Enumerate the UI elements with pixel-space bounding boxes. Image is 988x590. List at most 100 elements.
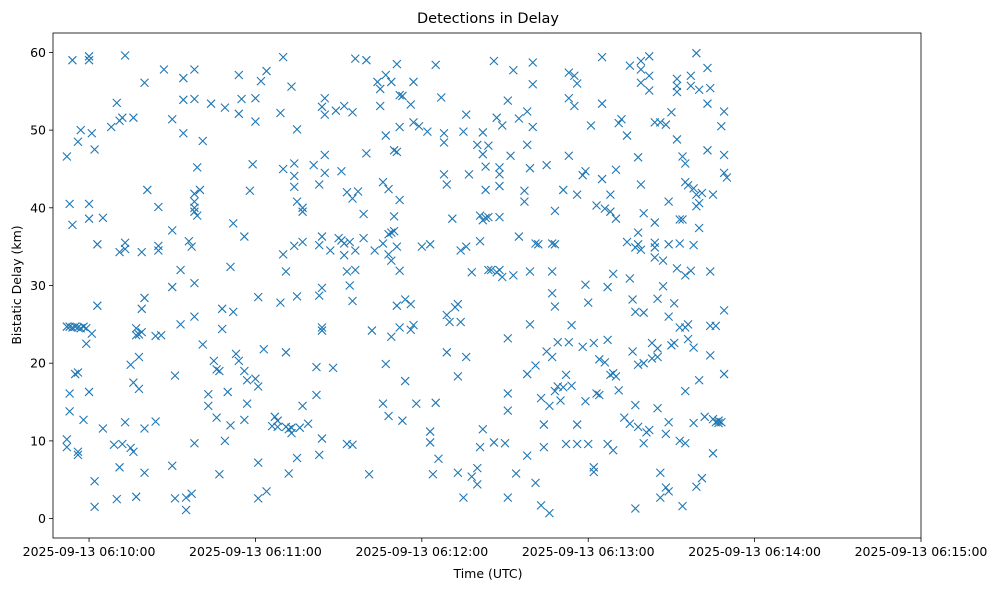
data-point xyxy=(198,340,208,349)
data-point xyxy=(597,99,607,109)
data-point xyxy=(603,335,613,345)
data-point xyxy=(131,492,141,502)
data-point xyxy=(409,117,418,127)
data-point xyxy=(672,74,682,84)
data-point xyxy=(79,415,88,425)
data-point xyxy=(644,71,654,81)
data-point xyxy=(478,424,488,434)
data-point xyxy=(716,417,726,427)
data-point xyxy=(337,166,346,176)
data-point xyxy=(700,412,710,422)
data-point xyxy=(714,416,723,426)
data-point xyxy=(722,173,732,182)
data-point xyxy=(628,347,637,356)
data-point xyxy=(331,106,341,116)
data-point xyxy=(606,207,615,217)
data-point xyxy=(664,197,674,206)
data-point xyxy=(664,486,674,496)
data-point xyxy=(112,98,122,108)
data-point xyxy=(84,51,94,61)
data-point xyxy=(669,338,679,348)
data-point xyxy=(353,187,363,196)
data-point xyxy=(350,246,360,255)
data-point xyxy=(142,185,152,195)
data-point xyxy=(414,121,424,131)
data-point xyxy=(716,121,726,131)
data-point xyxy=(181,493,191,502)
data-point xyxy=(350,265,360,275)
data-point xyxy=(661,120,671,130)
data-point xyxy=(592,201,601,210)
data-point xyxy=(489,56,499,66)
data-point xyxy=(153,246,163,255)
data-point xyxy=(583,439,593,449)
data-point xyxy=(292,291,302,301)
data-point xyxy=(442,310,452,320)
data-point xyxy=(636,56,646,66)
data-point xyxy=(298,401,307,411)
data-point xyxy=(564,93,574,103)
data-point xyxy=(90,476,99,486)
data-point xyxy=(514,114,524,123)
data-point xyxy=(689,343,698,353)
data-point xyxy=(633,228,643,238)
y-axis-label: Bistatic Delay (km) xyxy=(9,225,24,344)
data-point xyxy=(384,250,393,259)
data-point xyxy=(475,236,485,246)
data-point xyxy=(134,384,144,394)
data-point xyxy=(317,232,327,241)
data-point xyxy=(320,110,330,119)
data-point xyxy=(495,181,504,191)
data-point xyxy=(431,60,441,70)
data-point xyxy=(467,472,477,482)
data-point xyxy=(672,264,682,273)
data-point xyxy=(364,469,374,479)
data-point xyxy=(239,232,249,241)
data-point xyxy=(400,376,410,386)
data-point xyxy=(597,52,607,62)
data-point xyxy=(531,361,540,370)
data-point xyxy=(422,127,432,137)
data-point xyxy=(320,168,330,178)
data-point xyxy=(190,94,199,104)
data-point xyxy=(483,141,493,151)
data-point xyxy=(223,387,233,397)
data-point xyxy=(459,127,468,137)
data-point xyxy=(691,482,701,492)
data-point xyxy=(522,451,532,461)
data-point xyxy=(680,386,690,396)
data-point xyxy=(572,79,582,88)
data-point xyxy=(262,66,271,76)
data-point xyxy=(594,390,604,400)
data-point xyxy=(686,81,696,91)
data-point xyxy=(686,71,696,81)
data-point xyxy=(453,372,463,381)
data-point xyxy=(226,420,235,430)
data-point xyxy=(680,438,690,448)
data-point xyxy=(312,390,321,400)
data-point xyxy=(284,424,294,434)
data-point xyxy=(669,298,679,308)
data-point xyxy=(525,163,535,173)
data-point xyxy=(217,324,227,334)
data-point xyxy=(386,228,396,238)
data-point xyxy=(667,107,676,117)
data-point xyxy=(212,413,222,422)
data-point xyxy=(495,265,504,275)
data-point xyxy=(714,418,723,428)
y-tick-label: 50 xyxy=(30,123,46,138)
data-point xyxy=(661,483,671,492)
data-point xyxy=(547,239,557,248)
data-point xyxy=(270,412,280,422)
data-point xyxy=(617,114,626,124)
data-point xyxy=(234,70,244,80)
data-point xyxy=(159,65,169,74)
data-point xyxy=(586,121,596,130)
data-point xyxy=(478,149,488,159)
data-point xyxy=(289,182,299,192)
data-point xyxy=(536,393,546,403)
data-point xyxy=(251,117,260,126)
data-point xyxy=(395,90,405,100)
data-point xyxy=(287,428,296,438)
